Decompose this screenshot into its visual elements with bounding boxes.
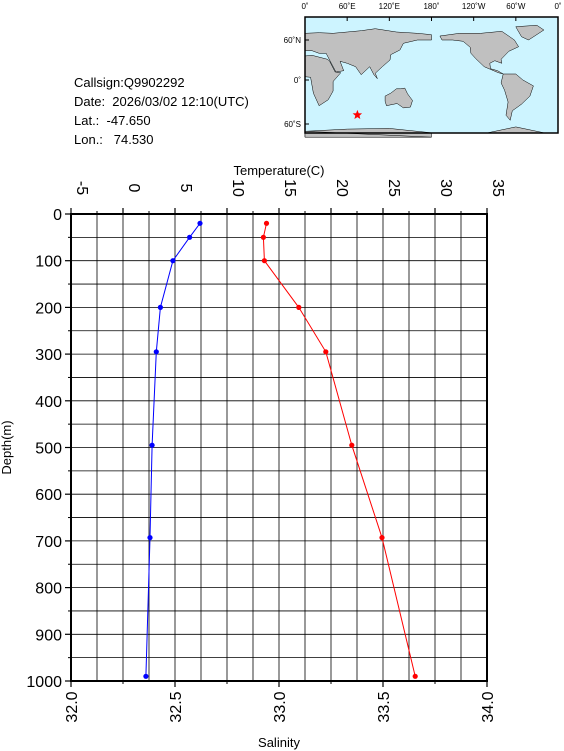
salinity-tick-label: 33.5 [376, 691, 393, 722]
salinity-point [158, 305, 163, 310]
temperature-point [349, 443, 354, 448]
temperature-tick-label: 10 [229, 179, 246, 197]
depth-tick-label: 400 [35, 394, 62, 411]
salinity-tick-label: 32.0 [64, 691, 81, 722]
temperature-point [261, 235, 266, 240]
salinity-point [147, 535, 152, 540]
temperature-axis-title: Temperature(C) [233, 163, 324, 178]
temperature-point [379, 535, 384, 540]
chart-grid [71, 214, 487, 681]
temperature-tick-label: 20 [333, 179, 350, 197]
salinity-point [170, 258, 175, 263]
salinity-axis-title: Salinity [258, 735, 300, 750]
salinity-point [187, 235, 192, 240]
temperature-point [323, 349, 328, 354]
temperature-tick-label: 15 [281, 179, 298, 197]
salinity-point [197, 221, 202, 226]
salinity-tick-label: 32.5 [168, 691, 185, 722]
temperature-line [263, 223, 415, 676]
temperature-point [413, 674, 418, 679]
temperature-point [264, 221, 269, 226]
depth-tick-label: 700 [35, 534, 62, 551]
salinity-point [150, 443, 155, 448]
depth-tick-label: 200 [35, 300, 62, 317]
temperature-tick-label: 35 [489, 179, 506, 197]
salinity-tick-label: 33.0 [272, 691, 289, 722]
salinity-point [143, 674, 148, 679]
temperature-tick-label: 30 [437, 179, 454, 197]
temperature-point [262, 258, 267, 263]
depth-tick-label: 500 [35, 441, 62, 458]
temperature-tick-label: 5 [177, 184, 194, 193]
depth-axis-title: Depth(m) [0, 420, 14, 474]
salinity-point [154, 349, 159, 354]
salinity-line [146, 223, 200, 676]
depth-tick-label: 100 [35, 254, 62, 271]
temperature-point [296, 305, 301, 310]
temperature-tick-label: 0 [125, 184, 142, 193]
depth-tick-label: 1000 [26, 674, 62, 691]
temperature-tick-label: 25 [385, 179, 402, 197]
depth-tick-label: 800 [35, 581, 62, 598]
depth-tick-label: 600 [35, 487, 62, 504]
chart-series [143, 221, 418, 679]
depth-tick-label: 900 [35, 627, 62, 644]
depth-tick-label: 300 [35, 347, 62, 364]
temperature-tick-label: -5 [73, 181, 90, 195]
salinity-tick-label: 34.0 [480, 691, 497, 722]
depth-tick-label: 0 [53, 207, 62, 224]
